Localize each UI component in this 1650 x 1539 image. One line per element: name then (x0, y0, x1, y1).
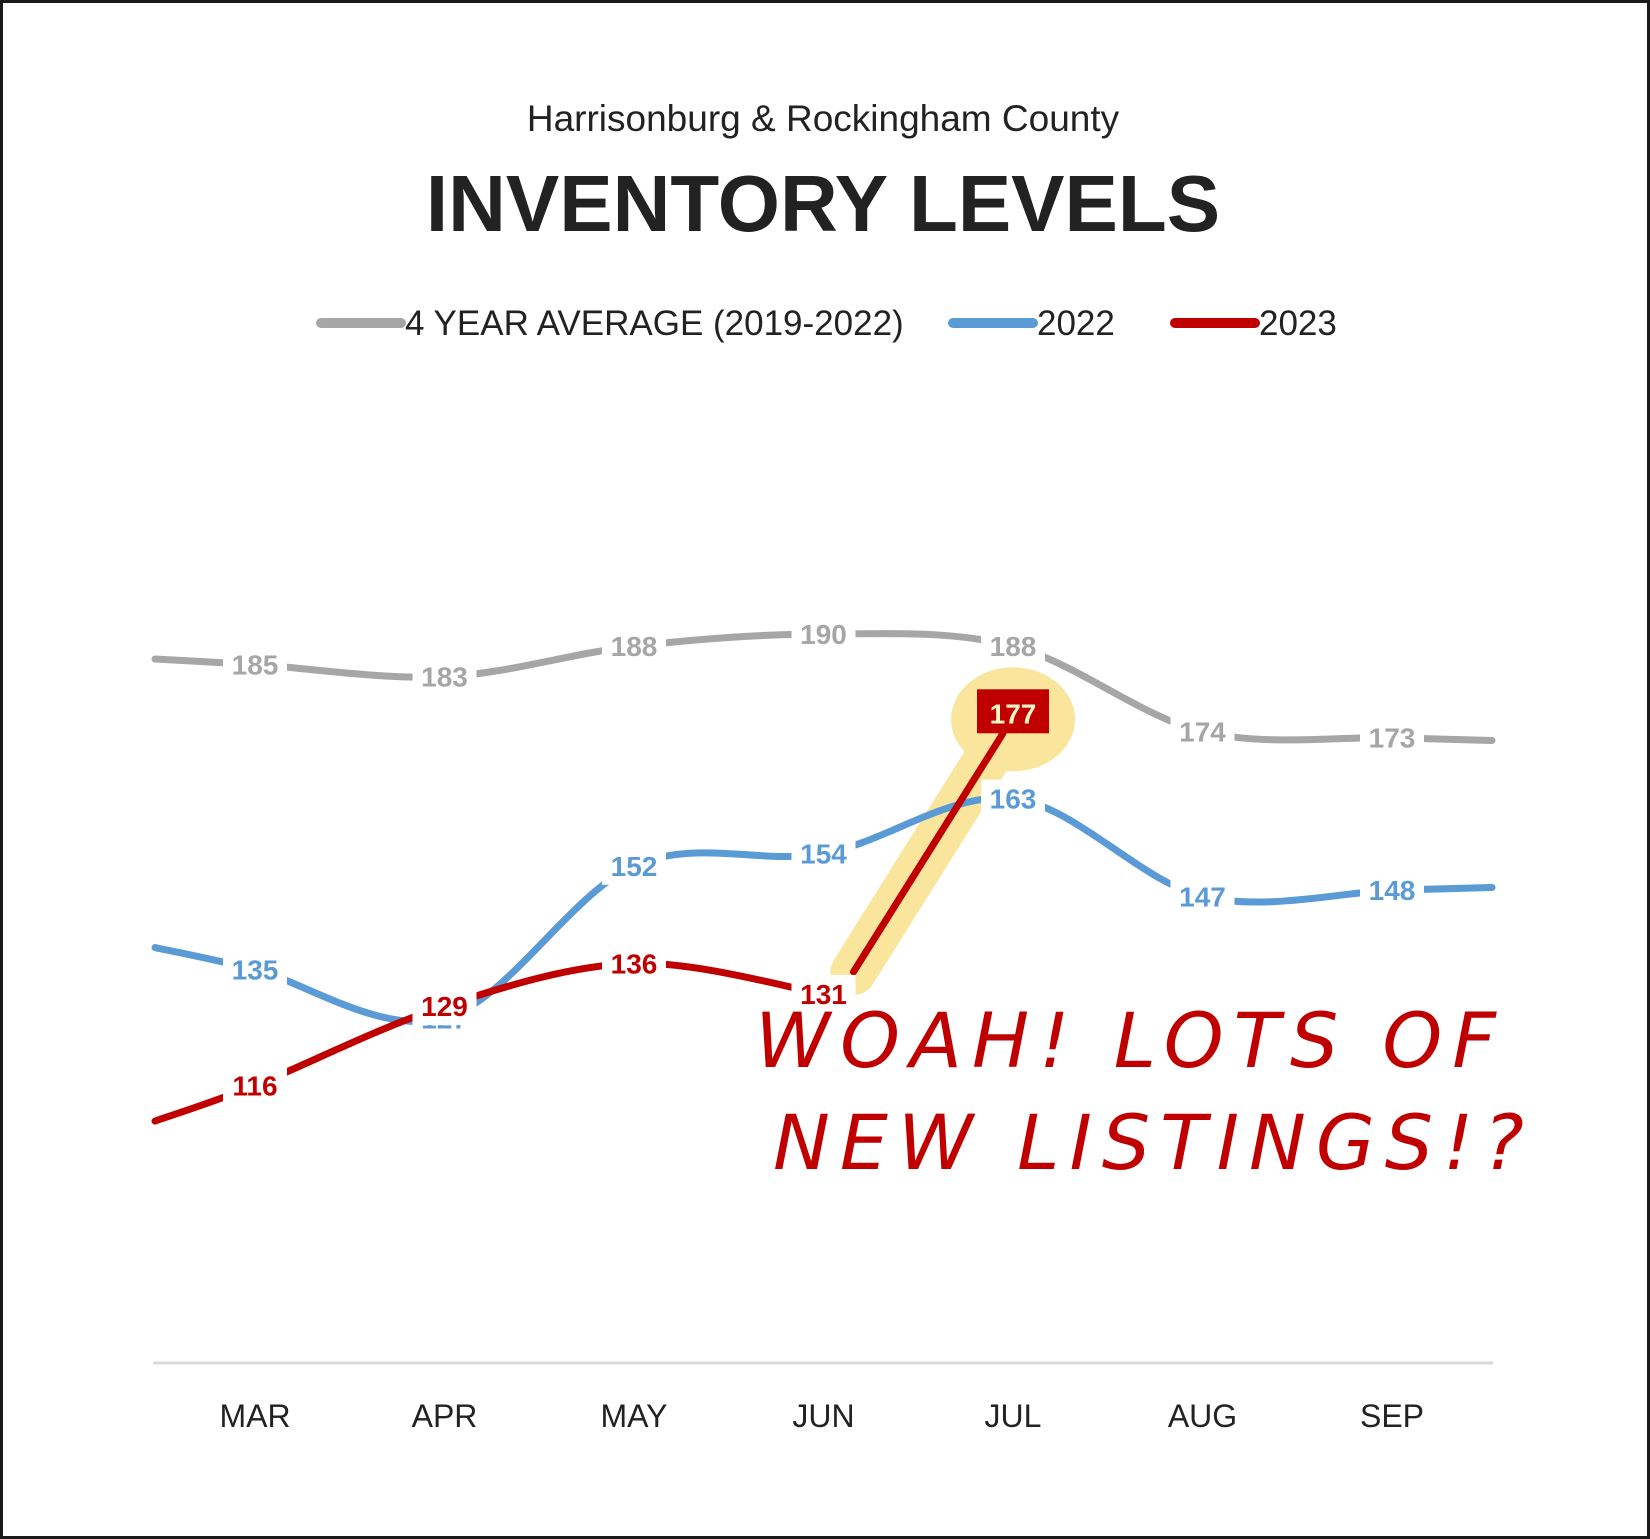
data-label-text: 174 (1179, 717, 1226, 748)
data-label-bg (791, 615, 856, 653)
annotation: WOAH! LOTS OF NEW LISTINGS!? (755, 996, 1534, 1187)
data-label-text: 190 (800, 619, 847, 650)
x-tick-label: MAY (601, 1398, 668, 1434)
x-tick-label: JUL (985, 1398, 1042, 1434)
x-tick-label: SEP (1360, 1398, 1424, 1434)
data-label-text: 116 (232, 1070, 277, 1101)
data-labels: 1851831881901881741731351271521541631471… (223, 615, 1424, 1105)
data-label-2022-jun: 154 (791, 834, 856, 873)
data-label-bg (981, 779, 1045, 818)
legend-item-4-year-average-2019-2022: 4 YEAR AVERAGE (2019-2022) (316, 304, 904, 343)
legend-item-2022: 2022 (948, 304, 1115, 343)
data-label-text: 188 (611, 631, 658, 662)
data-label-bg (223, 645, 287, 684)
data-label-text: 136 (611, 948, 658, 979)
chart-title: INVENTORY LEVELS (426, 159, 1220, 248)
x-tick-label: AUG (1168, 1398, 1237, 1434)
x-axis-ticks: MAR APR MAY JUN JUL AUG SEP (219, 1398, 1424, 1434)
data-label-text: 177 (990, 698, 1037, 729)
legend-label: 2023 (1259, 304, 1337, 343)
data-label-4-year-average-2019-2022-aug: 174 (1170, 712, 1235, 751)
data-label-2022-mar: 135 (223, 950, 287, 989)
data-label-2023-may: 136 (602, 944, 666, 983)
x-tick-label: MAR (219, 1398, 290, 1434)
legend: 4 YEAR AVERAGE (2019-2022) 2022 2023 (316, 304, 1337, 343)
data-label-text: 148 (1369, 875, 1416, 906)
annotation-line: WOAH! LOTS OF (755, 996, 1506, 1085)
data-label-2023-mar: 116 (223, 1066, 287, 1105)
chart-subtitle: Harrisonburg & Rockingham County (527, 98, 1120, 139)
legend-label: 2022 (1037, 304, 1115, 343)
x-tick-label: APR (412, 1398, 478, 1434)
highlight-point-box (977, 689, 1049, 734)
data-label-bg (602, 627, 666, 666)
data-label-text: 131 (800, 979, 847, 1010)
data-label-bg (1170, 877, 1235, 916)
data-label-bg (412, 657, 477, 696)
data-label-bg (412, 987, 477, 1026)
data-label-bg (1360, 871, 1424, 910)
data-label-bg (223, 950, 287, 989)
data-label-bg (1360, 718, 1424, 757)
legend-item-2023: 2023 (1170, 304, 1337, 343)
data-label-2022-may: 152 (602, 846, 666, 885)
data-label-text: 185 (232, 650, 279, 681)
data-label-2023-apr: 129 (412, 987, 477, 1026)
data-label-bg (791, 974, 856, 1013)
data-label-text: 135 (232, 955, 279, 986)
legend-label: 4 YEAR AVERAGE (2019-2022) (405, 304, 904, 343)
data-label-text: 152 (611, 851, 658, 882)
data-label-text: 183 (421, 662, 468, 693)
data-label-bg (1170, 712, 1235, 751)
data-label-text: 163 (990, 784, 1037, 815)
data-label-4-year-average-2019-2022-jul: 188 (981, 627, 1045, 666)
annotation-line: NEW LISTINGS!? (773, 1098, 1534, 1187)
data-label-4-year-average-2019-2022-sep: 173 (1360, 718, 1424, 757)
data-label-4-year-average-2019-2022-jun: 190 (791, 615, 856, 653)
data-label-text: 154 (800, 839, 847, 870)
data-label-bg (602, 944, 666, 983)
data-label-4-year-average-2019-2022-apr: 183 (412, 657, 477, 696)
data-label-2022-jul: 163 (981, 779, 1045, 818)
data-label-text: 147 (1179, 881, 1226, 912)
data-label-2022-aug: 147 (1170, 877, 1235, 916)
data-label-text: 129 (421, 991, 468, 1022)
data-label-text: 188 (990, 631, 1037, 662)
data-label-2023-jun: 131 (791, 974, 856, 1013)
x-tick-label: JUN (792, 1398, 854, 1434)
data-label-bg (602, 846, 666, 885)
series-jump-line (850, 729, 1007, 976)
data-label-bg (223, 1066, 287, 1105)
data-label-text: 173 (1369, 723, 1416, 754)
data-label-bg (981, 627, 1045, 666)
data-label-bg (791, 834, 856, 873)
data-label-2023-jul: 177 (977, 689, 1049, 734)
data-label-4-year-average-2019-2022-may: 188 (602, 627, 666, 666)
data-label-2022-sep: 148 (1360, 871, 1424, 910)
chart-canvas: Harrisonburg & Rockingham County INVENTO… (151, 98, 1534, 1434)
data-label-4-year-average-2019-2022-mar: 185 (223, 645, 287, 684)
